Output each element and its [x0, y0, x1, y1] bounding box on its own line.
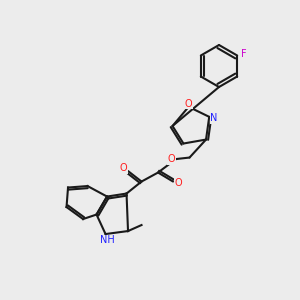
Text: O: O: [175, 178, 182, 188]
Text: O: O: [168, 154, 175, 164]
Text: F: F: [241, 49, 247, 59]
Text: N: N: [210, 113, 218, 123]
Text: NH: NH: [100, 235, 114, 245]
Text: O: O: [185, 99, 192, 109]
Text: O: O: [120, 163, 127, 173]
